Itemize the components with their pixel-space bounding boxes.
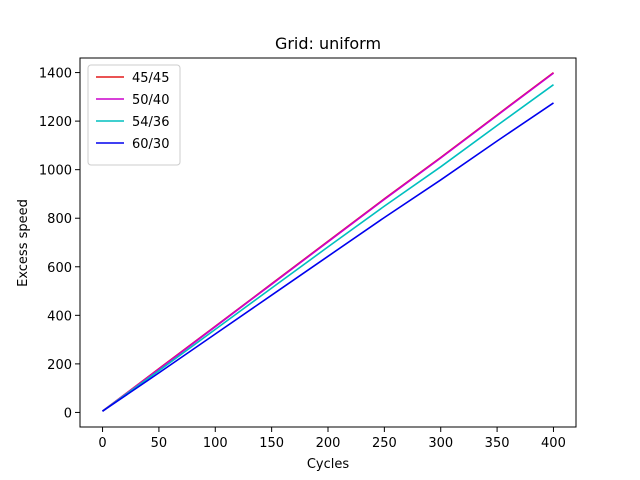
y-tick-label: 1000 <box>39 164 72 179</box>
y-tick-label: 800 <box>47 212 72 227</box>
series-line-54-36 <box>102 84 554 412</box>
x-tick-label: 400 <box>541 436 566 451</box>
x-tick-label: 0 <box>98 436 106 451</box>
y-tick-label: 400 <box>47 309 72 324</box>
chart-title: Grid: uniform <box>275 34 381 53</box>
legend-box <box>87 64 181 166</box>
legend: 45/45 50/40 54/36 60/30 <box>87 64 181 166</box>
y-axis-label: Excess speed <box>16 199 31 287</box>
series-line-50-40 <box>102 72 554 412</box>
x-tick-label: 250 <box>372 436 397 451</box>
legend-label: 60/30 <box>132 137 169 152</box>
x-tick-label: 100 <box>203 436 228 451</box>
x-axis-label: Cycles <box>307 457 350 472</box>
series-line-60-30 <box>102 102 554 412</box>
x-tick-label: 300 <box>428 436 453 451</box>
y-tick-label: 1400 <box>39 67 72 82</box>
legend-label: 54/36 <box>132 115 169 130</box>
y-tick-label: 200 <box>47 358 72 373</box>
y-axis: 0 200 400 600 800 1000 1200 1400 <box>39 67 80 421</box>
x-axis: 0 50 100 150 200 250 300 350 400 <box>98 427 566 451</box>
y-tick-label: 1200 <box>39 115 72 130</box>
x-tick-label: 150 <box>259 436 284 451</box>
legend-label: 50/40 <box>132 93 169 108</box>
x-tick-label: 200 <box>316 436 341 451</box>
plot-area <box>102 71 554 412</box>
x-tick-label: 50 <box>151 436 168 451</box>
y-tick-label: 0 <box>64 406 72 421</box>
y-tick-label: 600 <box>47 261 72 276</box>
legend-label: 45/45 <box>132 71 169 86</box>
x-tick-label: 350 <box>485 436 510 451</box>
